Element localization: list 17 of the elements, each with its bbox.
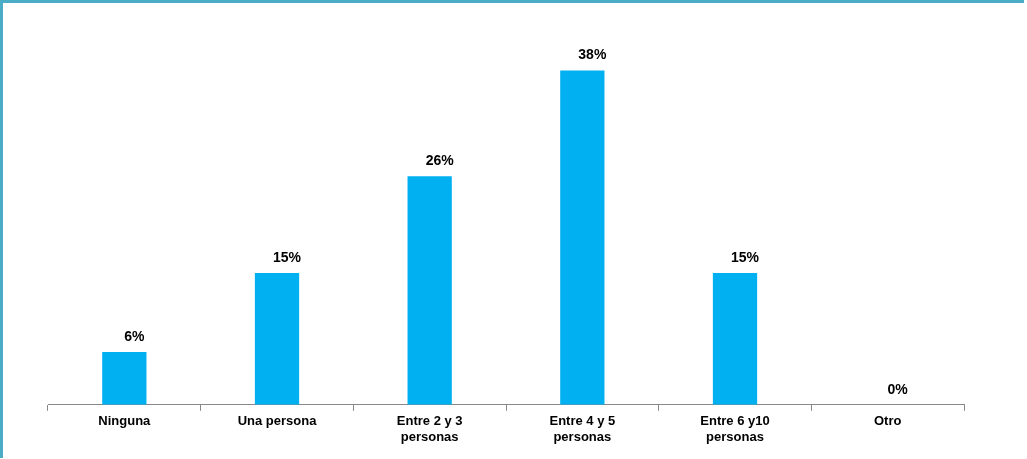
bar bbox=[254, 272, 300, 405]
data-label: 26% bbox=[425, 151, 455, 168]
data-label: 15% bbox=[272, 248, 302, 265]
x-tick-label: Otro bbox=[873, 413, 902, 429]
data-label: 6% bbox=[124, 327, 145, 344]
bar bbox=[102, 352, 147, 405]
bar bbox=[560, 70, 605, 405]
x-tick-label: Una persona bbox=[237, 413, 318, 429]
bar bbox=[407, 176, 452, 405]
x-tick-label: Entre 6 y10 personas bbox=[700, 413, 770, 444]
data-label: 0% bbox=[887, 380, 909, 397]
x-tick-label: Entre 2 y 3 personas bbox=[396, 413, 463, 444]
data-label: 38% bbox=[578, 46, 607, 63]
x-tick-label: Entre 4 y 5 personas bbox=[549, 413, 616, 444]
x-tick-label: Ninguna bbox=[98, 413, 152, 429]
bar bbox=[712, 272, 758, 405]
data-label: 15% bbox=[730, 248, 760, 265]
